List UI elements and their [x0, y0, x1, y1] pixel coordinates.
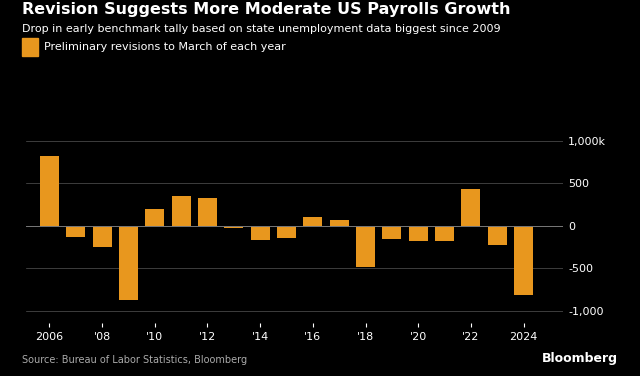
Bar — [277, 226, 296, 238]
Bar — [461, 189, 481, 226]
Text: Bloomberg: Bloomberg — [541, 352, 618, 365]
Bar — [40, 156, 59, 226]
Bar — [93, 226, 111, 247]
Text: Source: Bureau of Labor Statistics, Bloomberg: Source: Bureau of Labor Statistics, Bloo… — [22, 355, 248, 365]
Text: Revision Suggests More Moderate US Payrolls Growth: Revision Suggests More Moderate US Payro… — [22, 2, 511, 17]
Bar — [330, 220, 349, 226]
Text: Drop in early benchmark tally based on state unemployment data biggest since 200: Drop in early benchmark tally based on s… — [22, 24, 501, 35]
Bar — [514, 226, 533, 295]
Bar — [198, 199, 217, 226]
Bar — [145, 209, 164, 226]
Bar — [435, 226, 454, 241]
Bar — [119, 226, 138, 300]
Bar — [383, 226, 401, 239]
Bar — [303, 217, 323, 226]
Bar — [488, 226, 507, 245]
Bar — [409, 226, 428, 241]
Bar — [224, 226, 243, 228]
Bar — [251, 226, 269, 240]
Bar — [172, 196, 191, 226]
Text: Preliminary revisions to March of each year: Preliminary revisions to March of each y… — [44, 42, 285, 52]
Bar — [66, 226, 85, 237]
Bar — [356, 226, 375, 267]
